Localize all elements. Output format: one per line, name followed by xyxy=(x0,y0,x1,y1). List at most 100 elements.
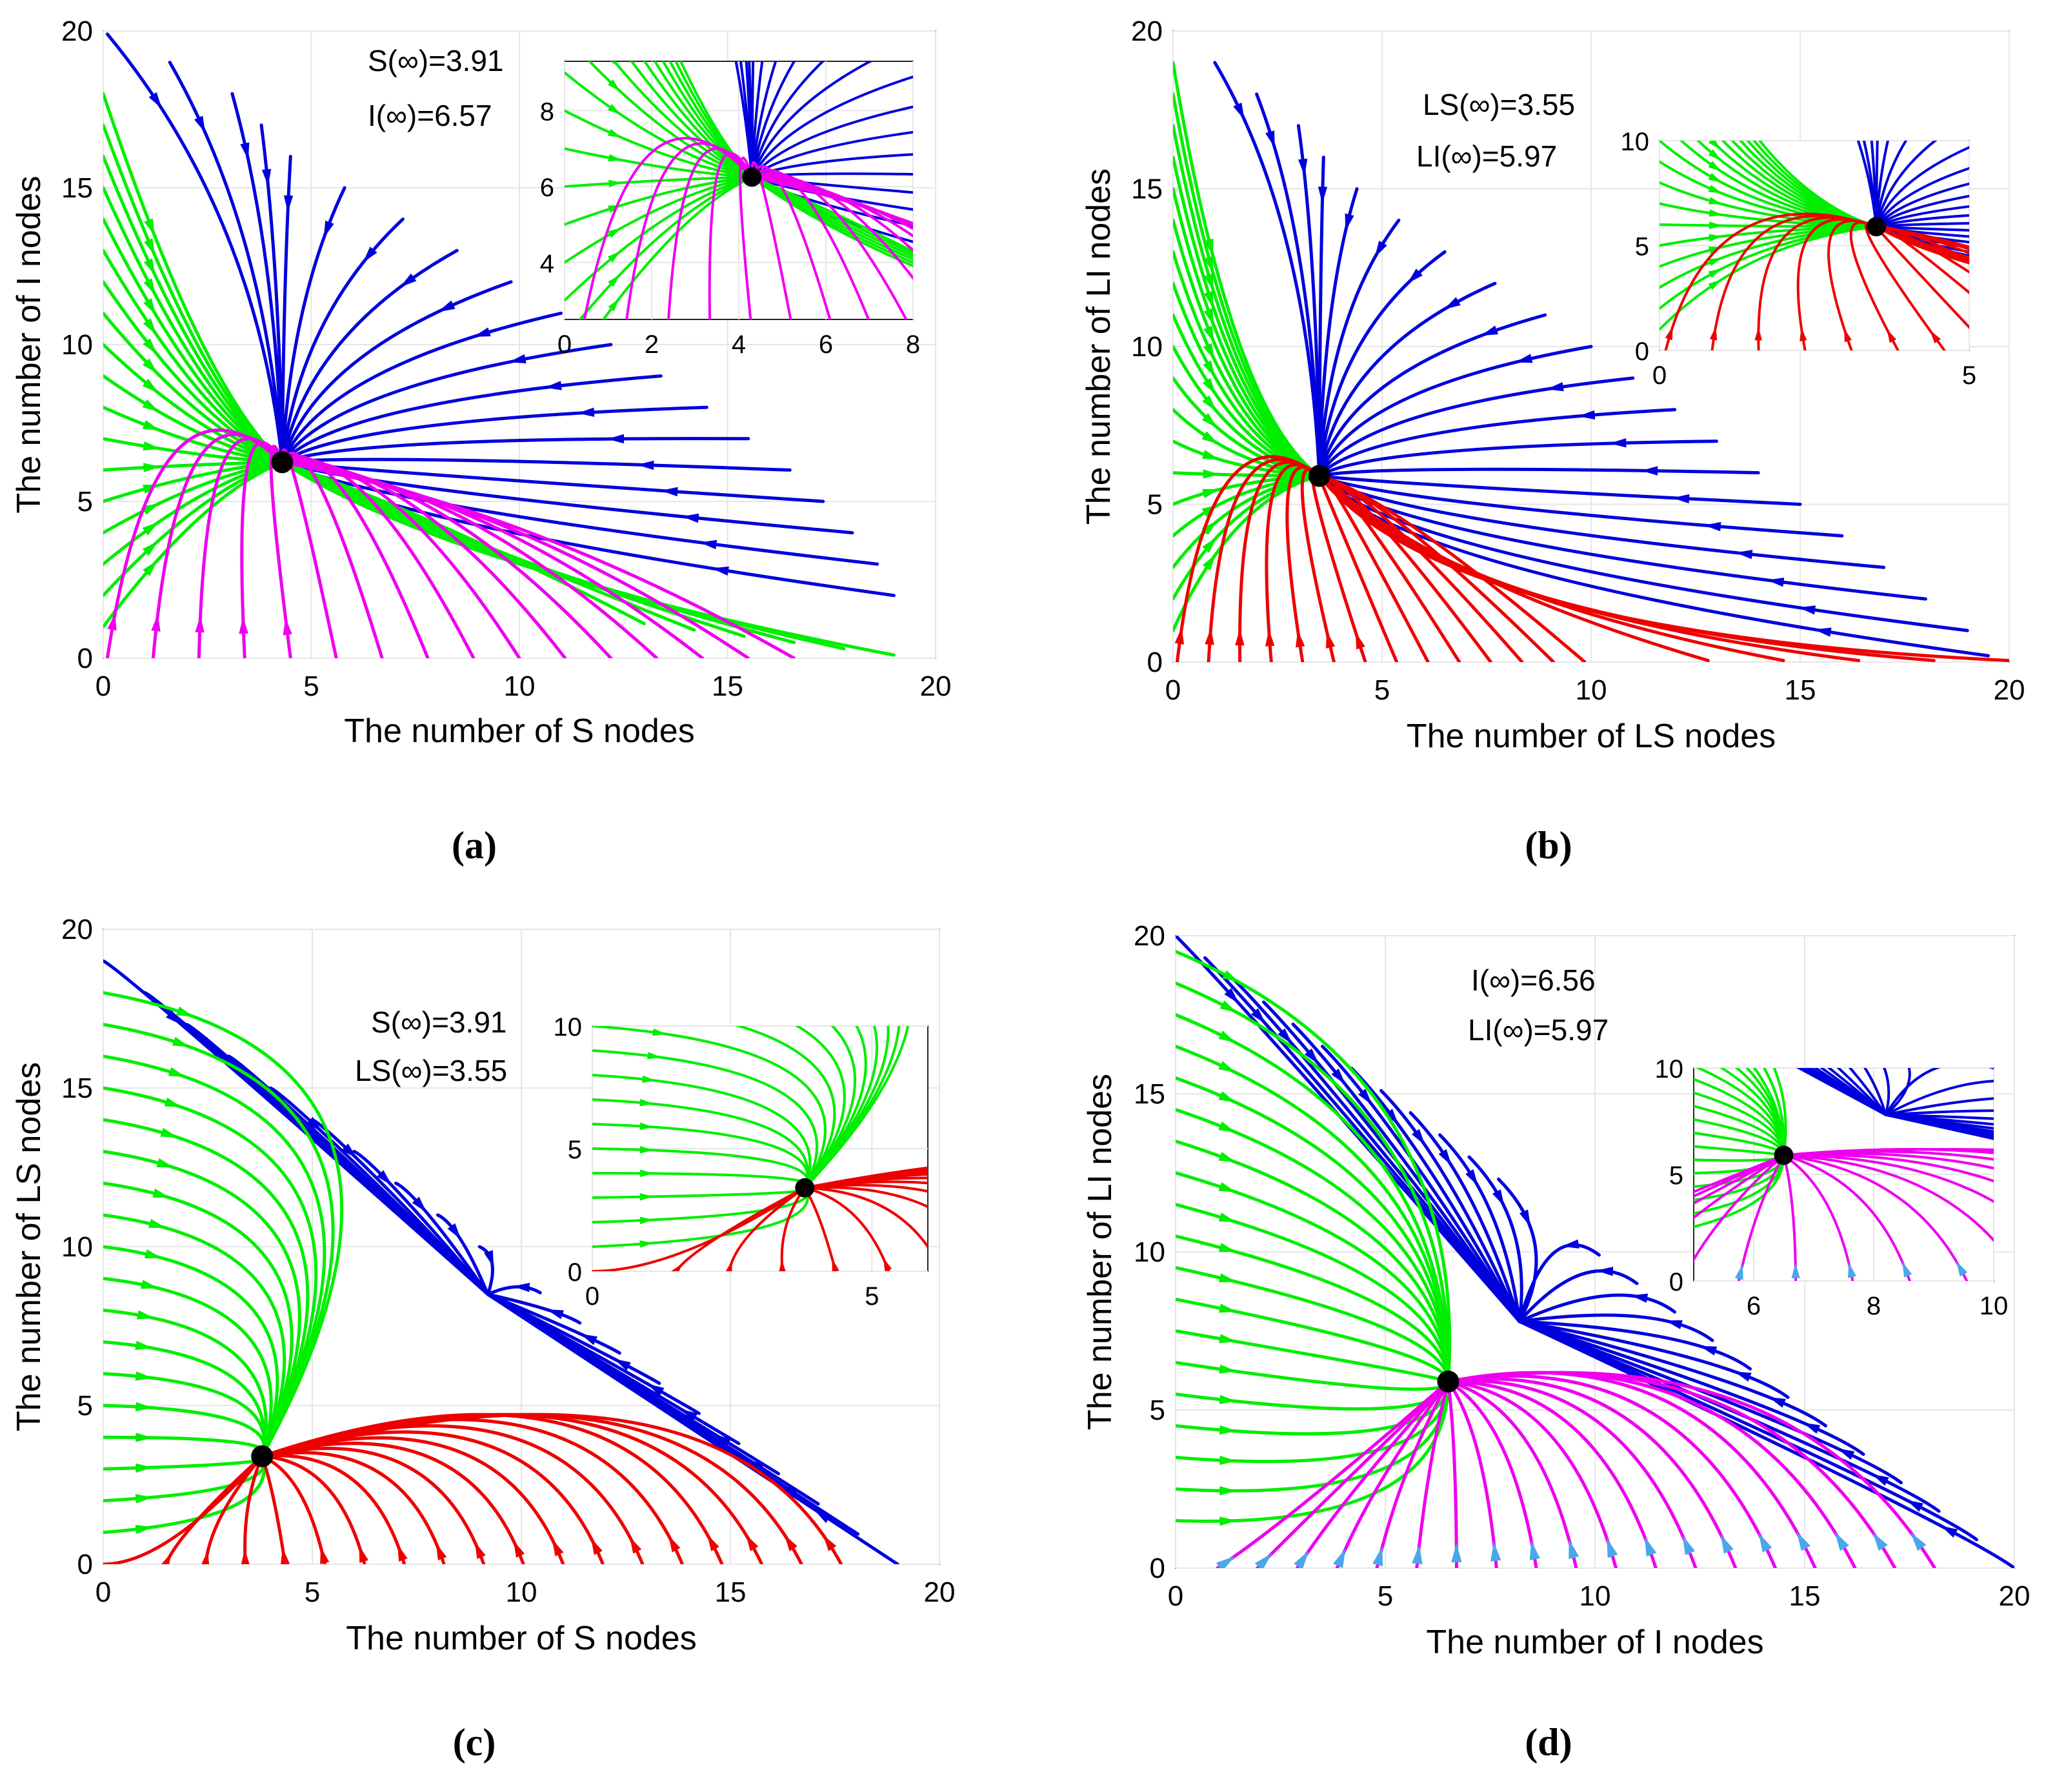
green-trajectory-arrow xyxy=(1219,1000,1237,1012)
green-trajectory-arrow xyxy=(608,6,619,20)
red-trajectory xyxy=(103,1455,264,1564)
blue-trajectory-arrow xyxy=(323,220,334,238)
blue-trajectory-arrow xyxy=(1507,903,1520,913)
red-trajectory xyxy=(803,1186,890,1271)
blue-trajectory-arrow xyxy=(1545,917,1559,927)
panel-d-xlabel: The number of I nodes xyxy=(1426,1624,1763,1661)
equilibrium-point xyxy=(271,451,294,474)
green-trajectory-arrow xyxy=(145,1249,162,1258)
blue-trajectory-arrow xyxy=(1145,1054,1158,1062)
red-trajectory-arrow xyxy=(1235,629,1245,646)
blue-trajectory-arrow xyxy=(1412,1129,1425,1145)
magenta-trajectory-arrow xyxy=(1490,1542,1501,1562)
magenta-trajectory xyxy=(1447,1380,1458,1568)
blue-trajectory xyxy=(436,1213,490,1296)
green-trajectory xyxy=(103,437,284,464)
green-trajectory xyxy=(103,460,284,472)
green-trajectory xyxy=(750,176,913,268)
blue-trajectory xyxy=(280,280,513,464)
green-trajectory xyxy=(1694,1105,1785,1157)
magenta-trajectory xyxy=(1782,1153,1994,1183)
blue-trajectory xyxy=(280,186,346,464)
red-trajectory xyxy=(803,1186,928,1209)
panel-a-ylabel: The number of I nodes xyxy=(10,176,48,513)
green-trajectory xyxy=(1694,1091,1785,1157)
green-trajectory xyxy=(1694,1154,1785,1215)
panel-b-ticks: 0 5 10 15 20 0 5 10 15 20 xyxy=(1131,15,2025,706)
blue-trajectory xyxy=(750,76,913,179)
blue-trajectory xyxy=(226,1054,490,1296)
red-trajectory-arrow xyxy=(359,1545,368,1563)
blue-trajectory-arrow xyxy=(681,513,699,523)
panel-d-inset: 6 8 10 0 5 10 xyxy=(1507,903,2009,1320)
panel-d-ticks: 0 5 10 15 20 0 5 10 15 20 xyxy=(1134,920,2030,1612)
green-trajectory xyxy=(103,311,284,464)
green-trajectory-arrow xyxy=(608,179,623,188)
magenta-trajectory xyxy=(1694,1154,1785,1198)
panel-d-xtick: 15 xyxy=(1789,1580,1821,1612)
panel-d-inset-ticks: 6 8 10 0 5 10 xyxy=(1655,1055,2009,1320)
blue-trajectory-arrow xyxy=(166,1010,182,1025)
blue-trajectory-arrow xyxy=(1735,550,1753,559)
green-trajectory xyxy=(587,61,754,179)
magenta-trajectory xyxy=(750,175,913,252)
blue-trajectory xyxy=(750,176,913,211)
magenta-trajectory xyxy=(1256,1380,1450,1568)
blue-trajectory xyxy=(1203,956,1521,1324)
red-trajectory-arrow xyxy=(784,1535,797,1551)
blue-trajectory xyxy=(1875,225,1969,254)
red-trajectory-arrow xyxy=(668,1535,681,1553)
panel-c: 0 5 10 15 20 0 5 10 15 20 The number of S nodes T… xyxy=(10,914,1158,1764)
green-trajectory-arrow xyxy=(142,503,160,515)
panel-c-inset-ytick: 5 xyxy=(568,1136,582,1164)
blue-trajectory xyxy=(259,123,284,464)
magenta-trajectory-arrow xyxy=(1644,1536,1657,1557)
green-trajectory-arrow xyxy=(607,104,621,115)
blue-trajectory xyxy=(750,153,913,179)
green-trajectory xyxy=(1176,1108,1450,1384)
blue-trajectory-arrow xyxy=(1700,1345,1718,1356)
green-trajectory-arrow xyxy=(639,1240,654,1248)
blue-trajectory-arrow xyxy=(377,1170,392,1185)
panel-c-curves xyxy=(103,959,899,1564)
magenta-trajectory xyxy=(1447,1371,1936,1568)
blue-trajectory-arrow xyxy=(1298,158,1308,176)
magenta-trajectory xyxy=(1447,1380,1658,1568)
green-trajectory xyxy=(565,176,754,264)
blue-trajectory xyxy=(486,1293,661,1385)
green-trajectory-arrow xyxy=(172,1036,190,1047)
green-trajectory-arrow xyxy=(1708,197,1723,205)
equilibrium-point xyxy=(1437,1370,1459,1393)
red-trajectory-arrow xyxy=(671,1263,683,1271)
blue-trajectory-arrow xyxy=(1630,1293,1649,1303)
magenta-trajectory-arrow xyxy=(1902,1262,1912,1278)
magenta-trajectory-arrow xyxy=(1412,1544,1423,1565)
green-trajectory xyxy=(592,1049,818,1189)
green-trajectory-arrow xyxy=(1202,395,1217,412)
blue-trajectory xyxy=(1096,1026,1113,1063)
green-trajectory xyxy=(1176,1203,1450,1384)
blue-trajectory xyxy=(1518,1320,1827,1427)
blue-trajectory-arrow xyxy=(1578,410,1596,420)
green-trajectory-arrow xyxy=(156,1158,174,1168)
magenta-trajectory-arrow xyxy=(1254,1553,1272,1568)
panel-b-xtick: 10 xyxy=(1576,674,1607,706)
panel-a-xtick: 15 xyxy=(712,670,743,702)
green-trajectory-arrow xyxy=(1201,450,1219,460)
green-trajectory-arrow xyxy=(1219,1455,1237,1465)
panel-d-inset-ytick: 10 xyxy=(1655,1055,1684,1083)
green-trajectory-arrow xyxy=(142,378,159,393)
blue-trajectory xyxy=(1875,146,1969,228)
blue-trajectory xyxy=(928,952,1107,1063)
green-trajectory-arrow xyxy=(1202,554,1216,570)
magenta-trajectory xyxy=(1737,1154,1785,1281)
green-trajectory-arrow xyxy=(1203,325,1214,343)
blue-trajectory xyxy=(352,1149,490,1296)
green-trajectory-arrow xyxy=(639,1098,654,1107)
blue-trajectory xyxy=(486,1293,582,1325)
red-trajectory xyxy=(260,1451,446,1564)
panel-a-ytick: 5 xyxy=(77,486,93,518)
blue-trajectory-arrow xyxy=(412,1196,427,1213)
panel-c-ylabel: The number of LS nodes xyxy=(10,1062,48,1431)
